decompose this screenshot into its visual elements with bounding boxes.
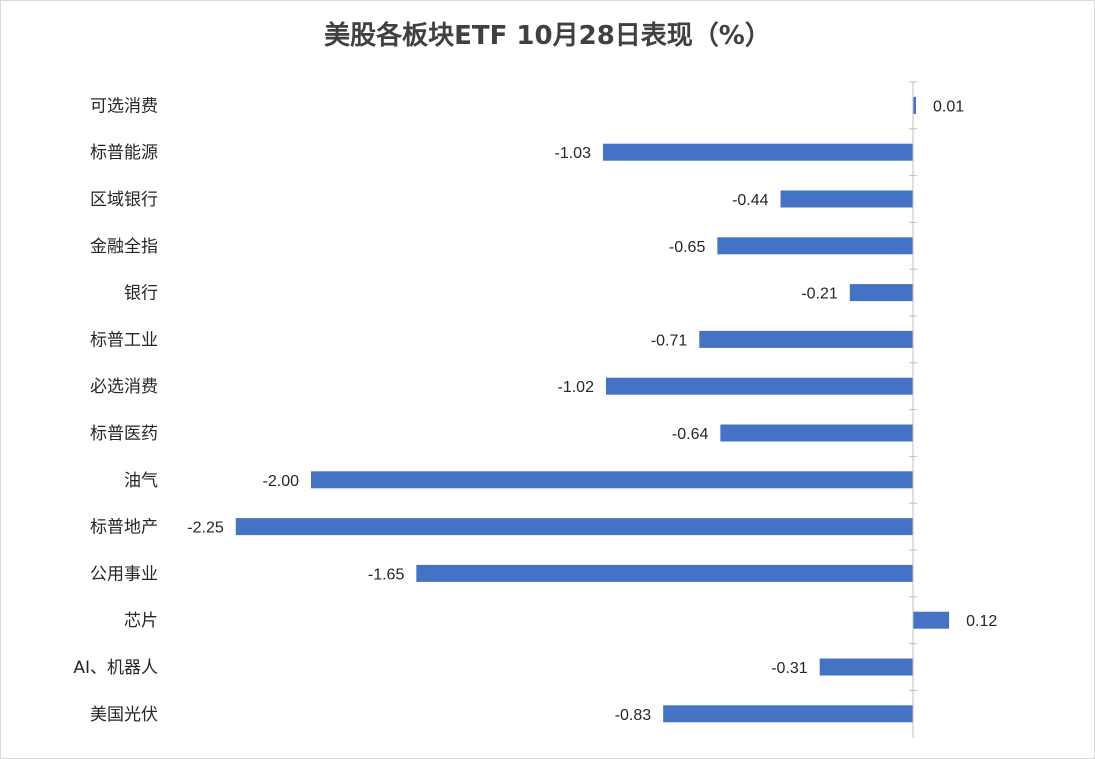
data-label: -2.25 bbox=[187, 520, 224, 537]
category-label: 美国光伏 bbox=[90, 705, 158, 725]
bar-4 bbox=[717, 237, 913, 255]
bar-7 bbox=[605, 377, 913, 395]
category-label: 标普能源 bbox=[90, 143, 158, 163]
data-label: 0.01 bbox=[933, 98, 964, 115]
bar-12 bbox=[913, 611, 950, 629]
data-label: -0.83 bbox=[615, 707, 652, 724]
data-label: -0.71 bbox=[651, 332, 688, 349]
data-label: -0.64 bbox=[672, 426, 709, 443]
category-label: AI、机器人 bbox=[73, 658, 158, 678]
bar-9 bbox=[311, 471, 913, 489]
category-label: 可选消费 bbox=[90, 96, 158, 116]
bar-8 bbox=[720, 424, 913, 442]
bar-11 bbox=[416, 564, 913, 582]
data-label: -0.21 bbox=[801, 286, 838, 303]
data-label: -0.65 bbox=[669, 239, 706, 256]
category-label: 芯片 bbox=[124, 611, 158, 631]
data-label: -0.44 bbox=[732, 192, 769, 209]
bar-13 bbox=[819, 658, 913, 676]
bar-1 bbox=[913, 96, 917, 114]
category-label: 标普地产 bbox=[90, 518, 158, 538]
bar-3 bbox=[780, 190, 913, 208]
data-label: -0.31 bbox=[771, 660, 808, 677]
bar-5 bbox=[849, 284, 913, 302]
data-label: -1.02 bbox=[558, 379, 595, 396]
bar-6 bbox=[699, 330, 913, 348]
category-label: 金融全指 bbox=[90, 237, 158, 257]
category-label: 银行 bbox=[124, 284, 158, 304]
data-label: -1.03 bbox=[555, 145, 592, 162]
category-label: 区域银行 bbox=[90, 190, 158, 210]
bar-2 bbox=[602, 143, 913, 161]
category-label: 油气 bbox=[124, 471, 158, 491]
bar-10 bbox=[235, 518, 913, 536]
category-label: 必选消费 bbox=[90, 377, 158, 397]
category-label: 标普医药 bbox=[90, 424, 158, 444]
bar-14 bbox=[663, 705, 913, 723]
category-label: 公用事业 bbox=[90, 564, 158, 584]
data-label: -2.00 bbox=[263, 473, 300, 490]
data-label: -1.65 bbox=[368, 566, 405, 583]
data-label: 0.12 bbox=[966, 613, 997, 630]
chart-title: 美股各板块ETF 10月28日表现（%） bbox=[324, 21, 771, 51]
category-label: 标普工业 bbox=[90, 330, 158, 350]
